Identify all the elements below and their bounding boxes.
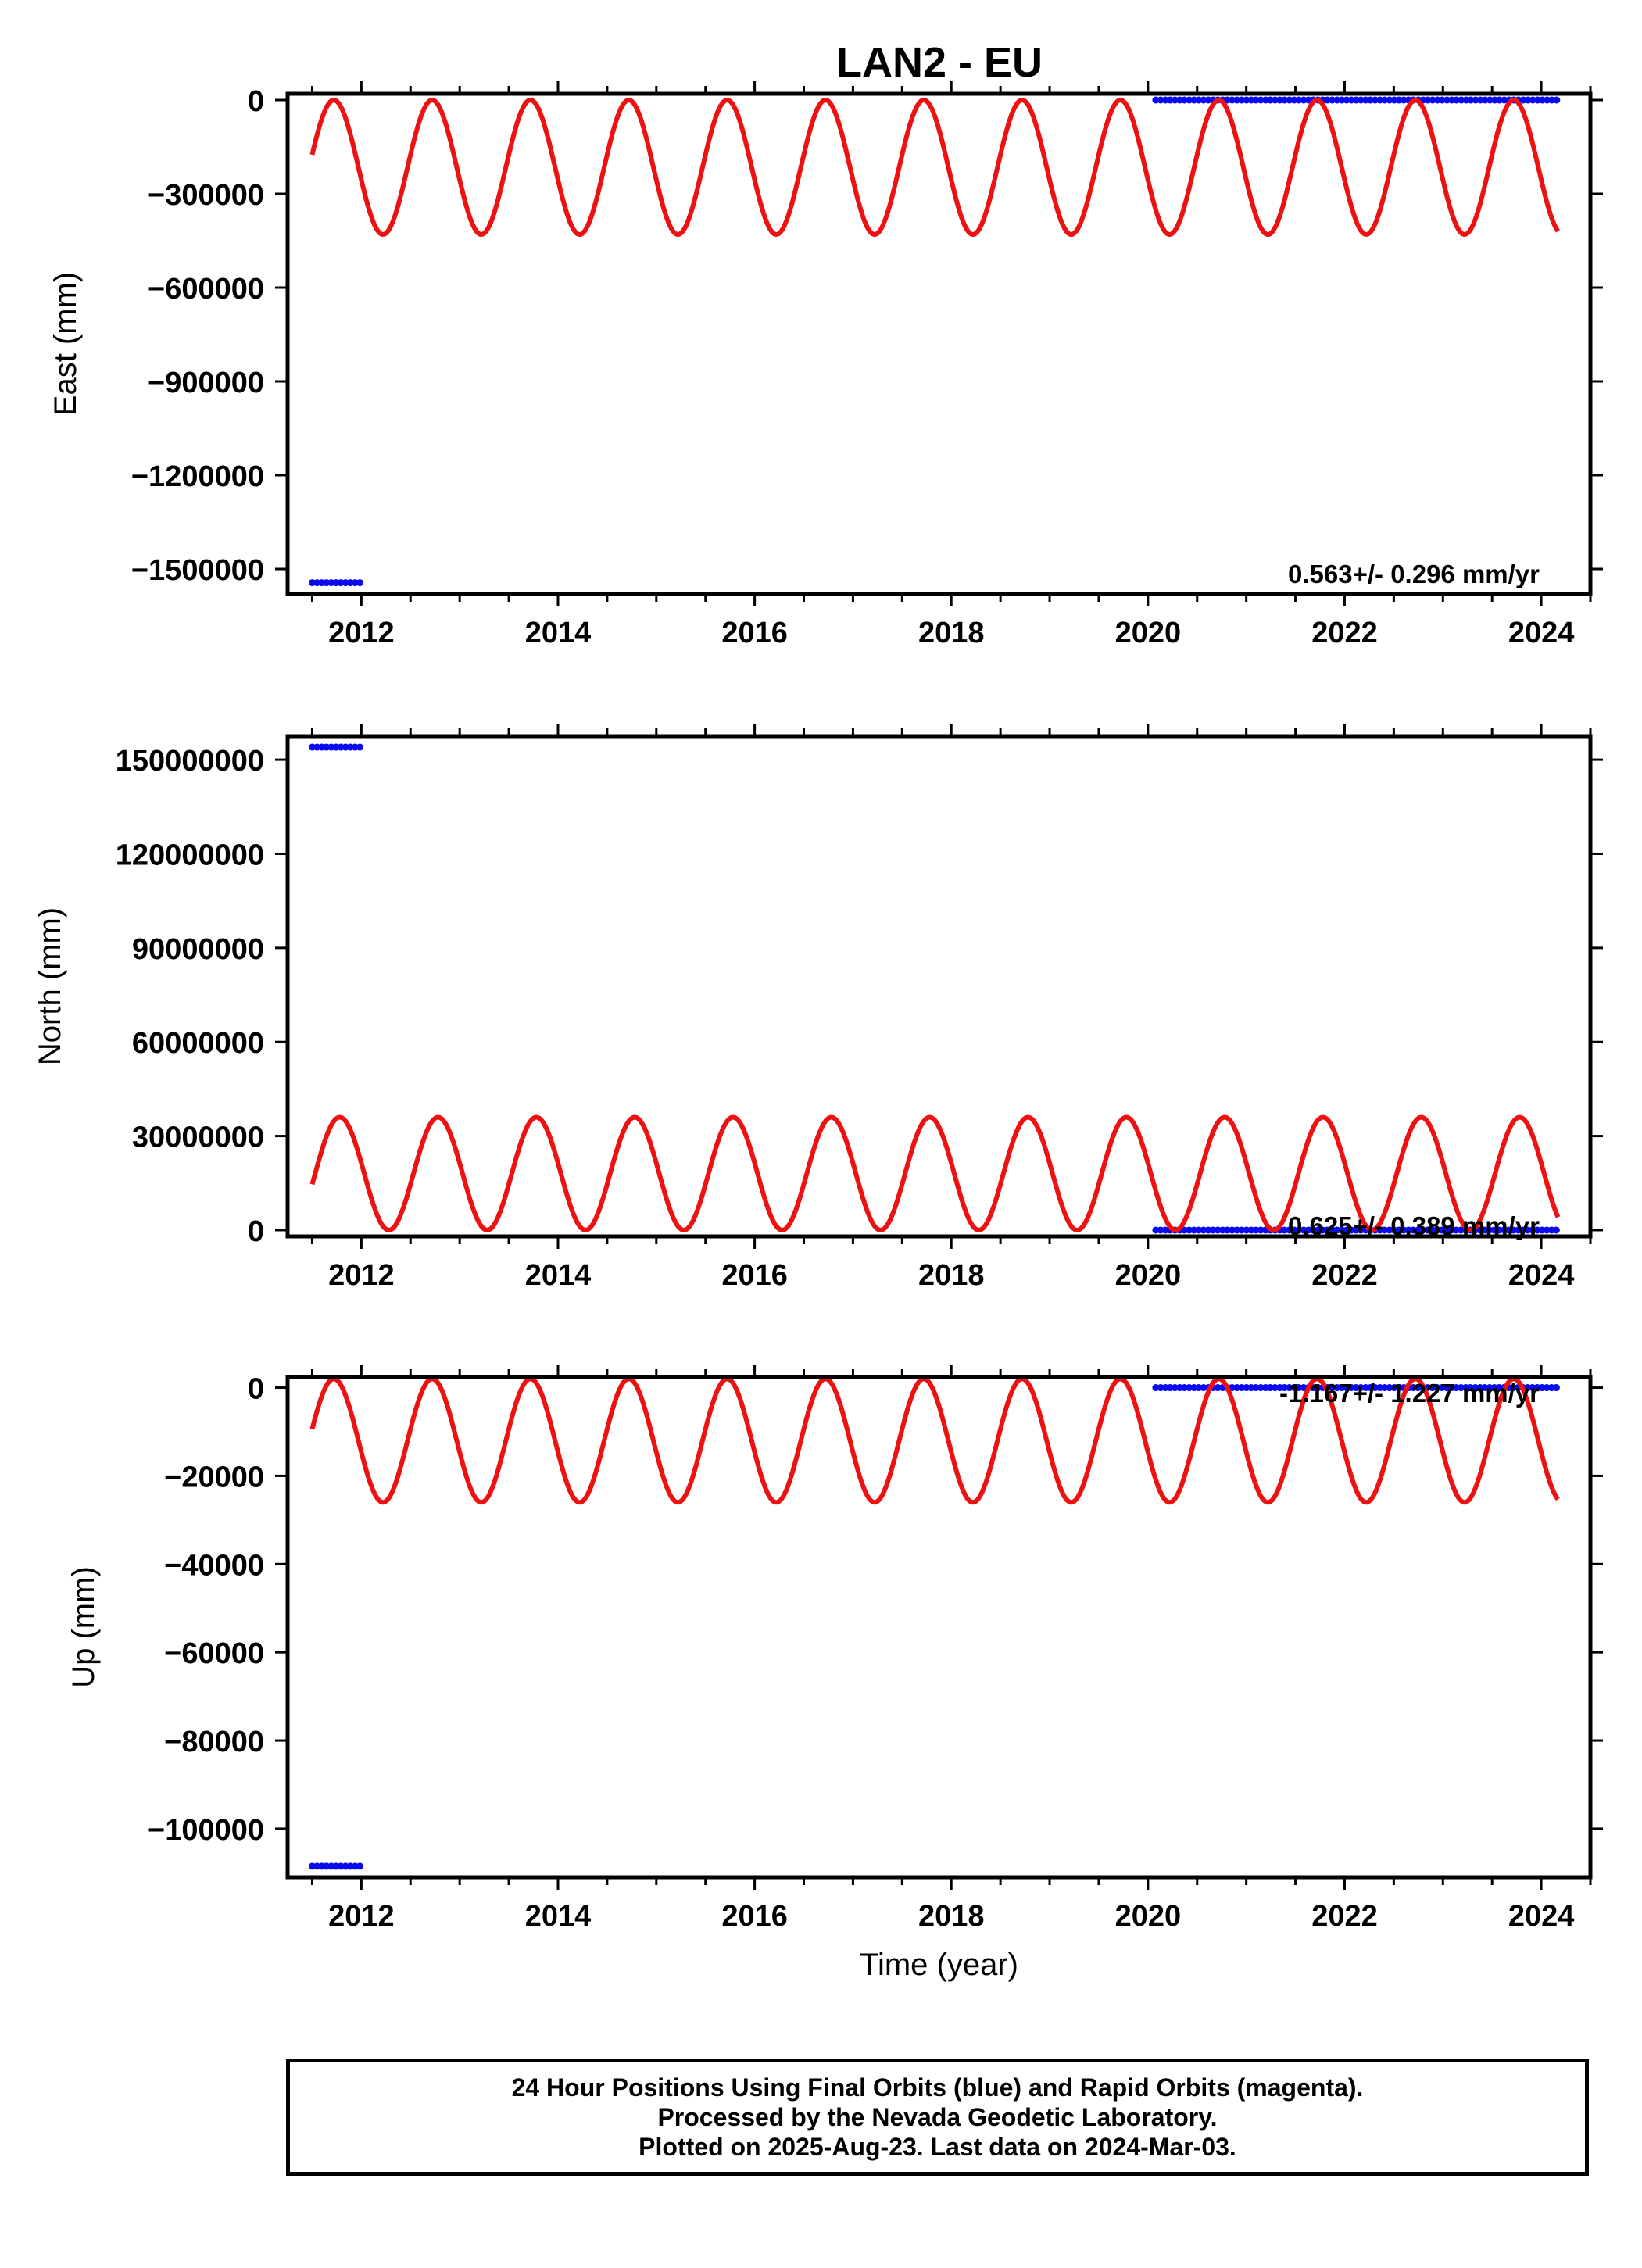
east-xtick-label: 2016 — [721, 617, 788, 649]
east-model-curve — [309, 97, 1560, 238]
east-xtick-label: 2020 — [1115, 617, 1182, 649]
up-xtick-label: 2018 — [918, 1900, 985, 1933]
north-ytick-label: 30000000 — [132, 1121, 264, 1154]
north-data-layer — [308, 743, 1562, 1234]
up-model-curve — [309, 1377, 1560, 1505]
east-velocity-annotation: 0.563+/- 0.296 mm/yr — [1288, 560, 1540, 588]
up-ytick-label: −60000 — [164, 1637, 264, 1670]
up-xtick-label: 2014 — [525, 1900, 592, 1933]
up-xtick-label: 2024 — [1508, 1900, 1575, 1933]
east-y-axis-label: East (mm) — [48, 272, 83, 416]
panel-up: 0 −20000 −40000 −60000 −80000 −100000 2012 2014… — [66, 1365, 1603, 1982]
north-xtick-label: 2018 — [918, 1259, 985, 1292]
north-plot-frame — [285, 734, 1593, 1239]
east-ytick-label: −600000 — [148, 273, 264, 306]
up-ytick-label: −80000 — [164, 1726, 264, 1758]
up-xtick-label: 2012 — [328, 1900, 395, 1933]
north-model-curve — [309, 1114, 1561, 1232]
east-xtick-label: 2012 — [328, 617, 395, 649]
east-xtick-label: 2024 — [1508, 617, 1575, 649]
up-xtick-label: 2022 — [1311, 1900, 1378, 1933]
footer-line-dates: Plotted on 2025-Aug-23. Last data on 202… — [639, 2133, 1236, 2161]
up-ytick-label: −100000 — [148, 1814, 264, 1847]
footer-caption-box: 24 Hour Positions Using Final Orbits (bl… — [286, 2059, 1589, 2176]
north-xtick-label: 2022 — [1311, 1259, 1378, 1292]
east-ytick-label: −900000 — [148, 367, 264, 399]
footer-line-orbits: 24 Hour Positions Using Final Orbits (bl… — [511, 2073, 1364, 2102]
east-xtick-label: 2018 — [918, 617, 985, 649]
up-ytick-label: −20000 — [164, 1461, 264, 1494]
east-ytick-label: −1500000 — [131, 554, 264, 587]
east-xtick-label: 2022 — [1311, 617, 1378, 649]
east-plot-frame — [285, 91, 1593, 596]
chart-title: LAN2 - EU — [836, 39, 1043, 86]
up-y-axis-label: Up (mm) — [66, 1566, 101, 1688]
north-xtick-label: 2024 — [1508, 1259, 1575, 1292]
east-xtick-label: 2014 — [525, 617, 592, 649]
east-ytick-label: −300000 — [148, 179, 264, 212]
north-y-axis-label: North (mm) — [33, 907, 67, 1065]
north-xtick-label: 2012 — [328, 1259, 395, 1292]
east-ytick-label: −1200000 — [131, 460, 264, 493]
north-ytick-label: 0 — [248, 1215, 264, 1248]
panel-east: 0 −300000 −600000 −900000 −1200000 −1500000 20… — [48, 81, 1603, 649]
east-ytick-label: 0 — [248, 85, 264, 118]
north-ytick-label: 60000000 — [132, 1027, 264, 1060]
north-ytick-label: 90000000 — [132, 933, 264, 966]
north-ytick-label: 150000000 — [116, 745, 264, 778]
x-axis-label: Time (year) — [860, 1948, 1018, 1982]
north-xtick-label: 2016 — [721, 1259, 788, 1292]
up-data-layer — [308, 1377, 1562, 1870]
panel-north: 0 30000000 60000000 90000000 120000000 150000… — [33, 724, 1603, 1292]
up-velocity-annotation: -1.167+/- 1.227 mm/yr — [1279, 1379, 1540, 1408]
up-ytick-label: 0 — [248, 1373, 264, 1406]
up-xtick-label: 2020 — [1115, 1900, 1182, 1933]
north-ytick-label: 120000000 — [116, 839, 264, 871]
north-velocity-annotation: 0.625+/- 0.389 mm/yr — [1288, 1211, 1540, 1240]
north-xtick-label: 2014 — [525, 1259, 592, 1292]
footer-line-processor: Processed by the Nevada Geodetic Laborat… — [657, 2103, 1218, 2131]
up-xtick-label: 2016 — [721, 1900, 788, 1933]
east-data-layer — [308, 96, 1562, 587]
up-ytick-label: −40000 — [164, 1549, 264, 1582]
north-xtick-label: 2020 — [1115, 1259, 1182, 1292]
up-plot-frame — [285, 1375, 1593, 1880]
